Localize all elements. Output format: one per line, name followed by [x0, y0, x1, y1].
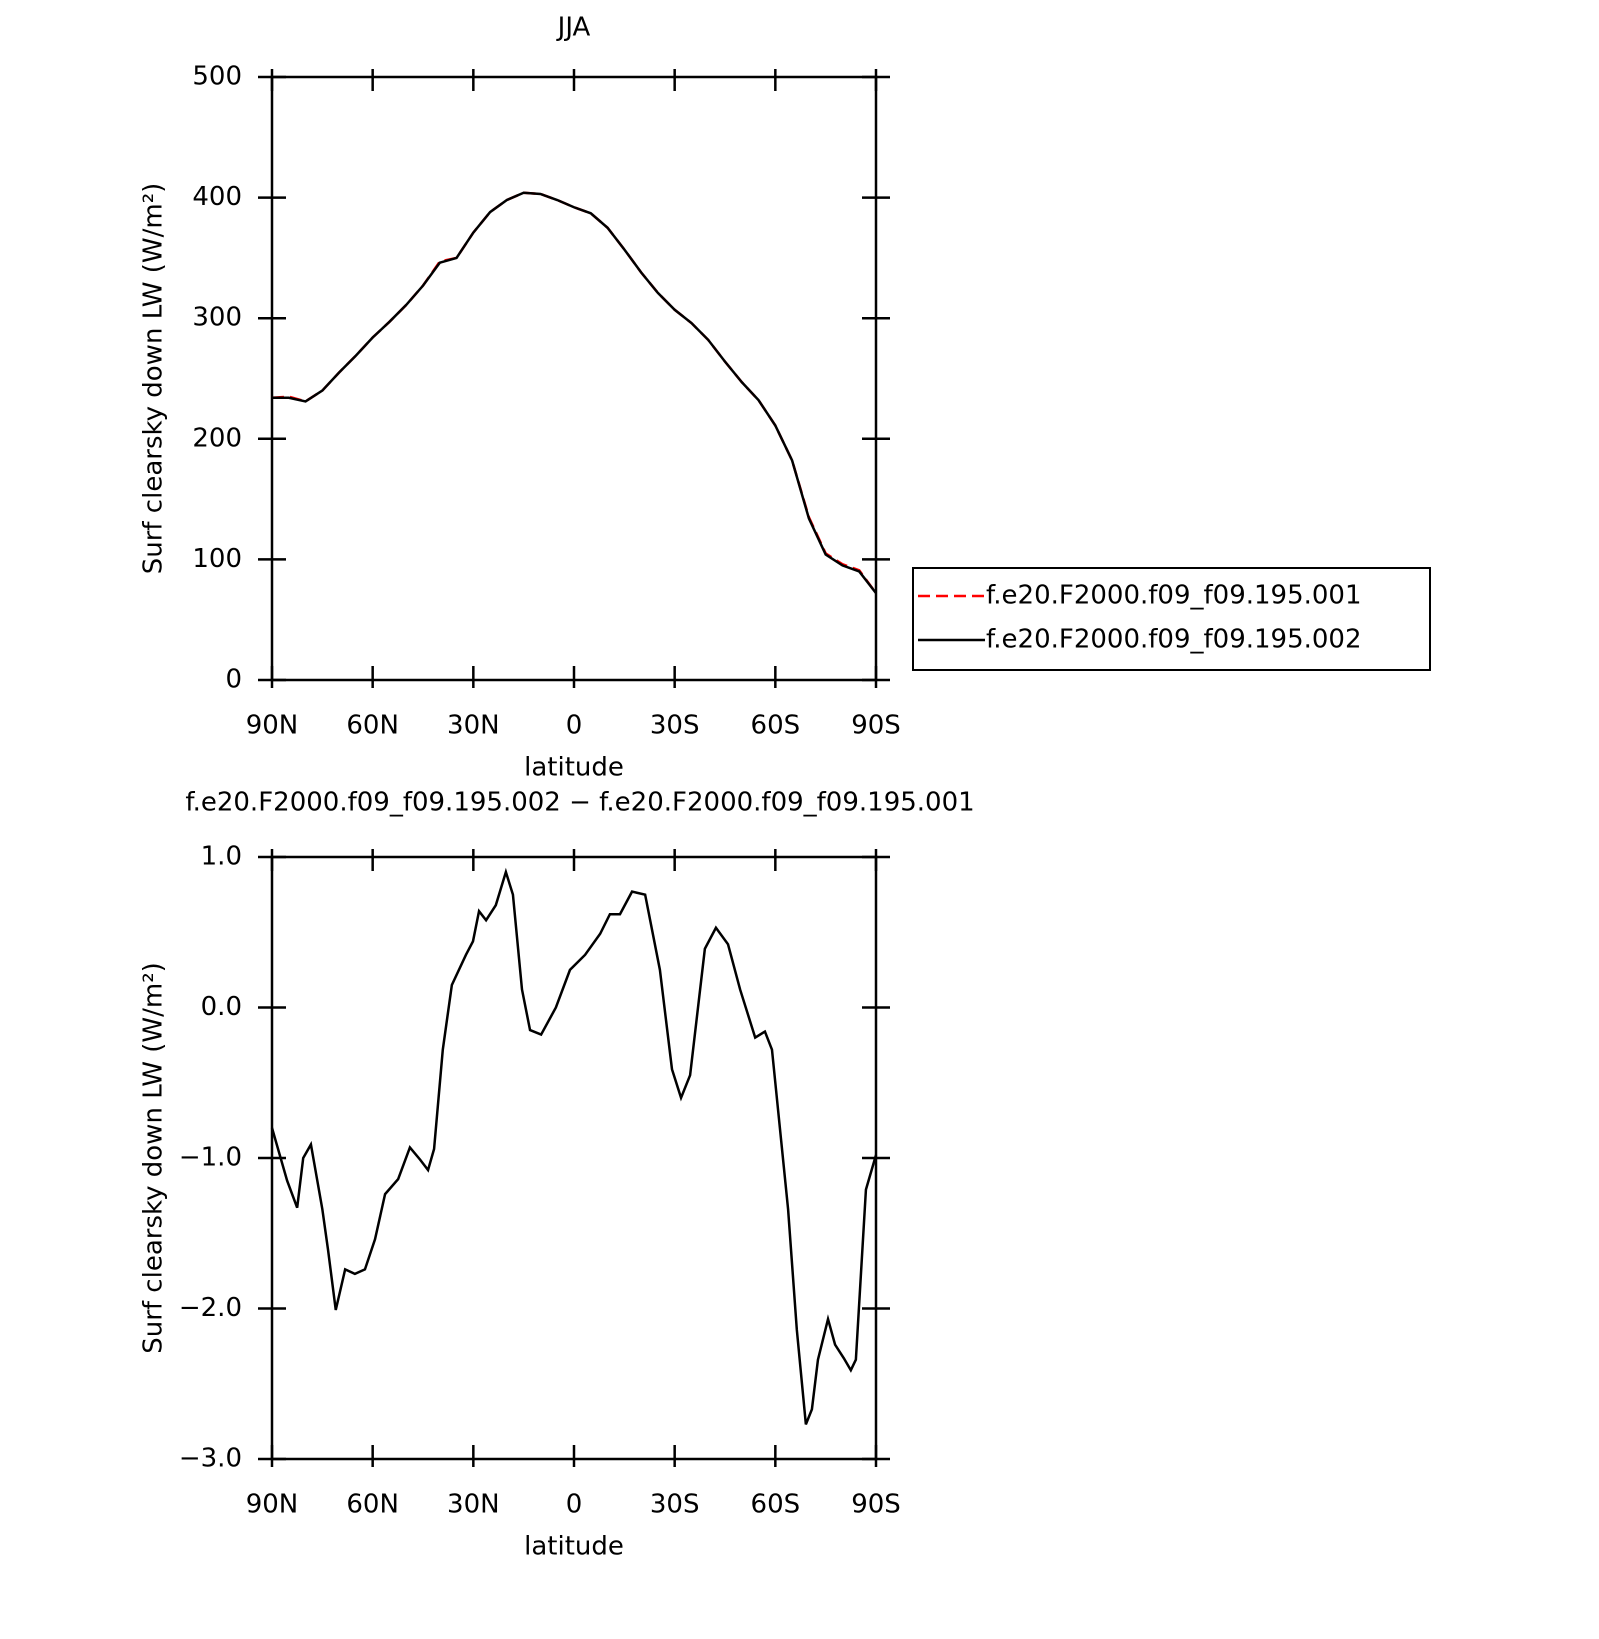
x-tick-label: 30N: [447, 1490, 500, 1520]
x-tick-label: 60S: [751, 1490, 801, 1520]
chart-title: JJA: [556, 13, 591, 43]
data-line: [272, 191, 877, 594]
x-tick-label: 30S: [650, 711, 700, 741]
x-axis-label: latitude: [524, 1532, 624, 1562]
y-tick-label: 100: [192, 544, 242, 574]
y-tick-label: 300: [192, 303, 242, 333]
x-tick-label: 90N: [246, 1490, 299, 1520]
x-tick-label: 0: [566, 711, 583, 741]
y-tick-label: 200: [192, 423, 242, 453]
x-tick-label: 90S: [851, 711, 901, 741]
legend-label: f.e20.F2000.f09_f09.195.001: [986, 581, 1362, 611]
y-tick-label: −3.0: [179, 1444, 242, 1474]
x-tick-label: 30S: [650, 1490, 700, 1520]
x-tick-label: 90N: [246, 711, 299, 741]
y-tick-label: 400: [192, 182, 242, 212]
y-tick-label: 1.0: [201, 842, 242, 872]
y-tick-label: −2.0: [179, 1293, 242, 1323]
y-axis-label: Surf clearsky down LW (W/m²): [139, 183, 169, 575]
x-tick-label: 90S: [851, 1490, 901, 1520]
x-tick-label: 60N: [346, 711, 399, 741]
data-line: [271, 191, 878, 594]
data-line: [270, 867, 878, 1425]
legend-label: f.e20.F2000.f09_f09.195.002: [986, 625, 1362, 655]
x-axis-label: latitude: [524, 753, 624, 783]
x-tick-label: 30N: [447, 711, 500, 741]
plot-frame: [270, 75, 878, 682]
y-tick-label: 0.0: [201, 992, 242, 1022]
y-tick-label: 0: [225, 665, 242, 695]
x-tick-label: 60S: [751, 711, 801, 741]
y-axis-label: Surf clearsky down LW (W/m²): [139, 962, 169, 1354]
x-tick-label: 0: [566, 1490, 583, 1520]
y-tick-label: −1.0: [179, 1143, 242, 1173]
plot-frame: [270, 855, 878, 1461]
legend-box: [912, 567, 1431, 671]
chart-title: f.e20.F2000.f09_f09.195.002 − f.e20.F200…: [185, 788, 974, 818]
y-tick-label: 500: [192, 62, 242, 92]
x-tick-label: 60N: [346, 1490, 399, 1520]
